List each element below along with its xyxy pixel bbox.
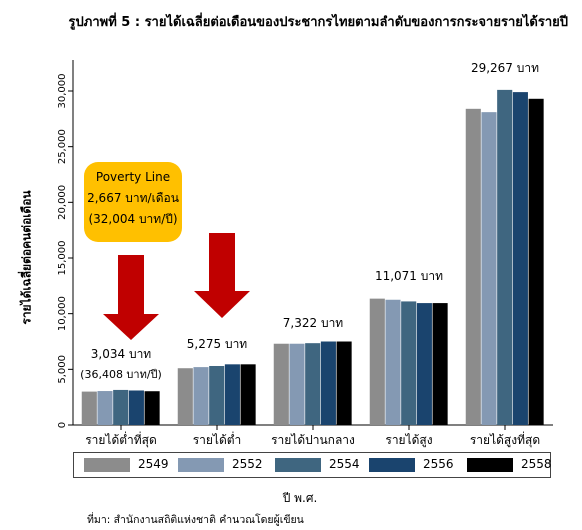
bar xyxy=(528,98,544,425)
y-tick-label: 20,000 xyxy=(57,185,68,220)
bar xyxy=(240,364,256,425)
x-tick-label: รายได้ต่ำที่สุด xyxy=(85,431,157,448)
legend: 2549 2552 2554 2556 2558 xyxy=(73,452,552,478)
arrows xyxy=(103,233,250,340)
legend-label: 2554 xyxy=(329,457,360,471)
legend-label: 2549 xyxy=(138,457,169,471)
down-arrow-lowest xyxy=(103,255,159,340)
bar xyxy=(512,92,528,425)
legend-label: 2558 xyxy=(521,457,552,471)
poverty-line-title: Poverty Line xyxy=(95,170,171,184)
y-tick-label: 25,000 xyxy=(57,129,68,164)
bar xyxy=(209,365,225,425)
bar xyxy=(193,367,209,425)
bar xyxy=(416,303,432,425)
bar xyxy=(97,391,113,425)
chart-annotations: 3,034 บาท (36,408 บาท/ปี) 5,275 บาท 7,322 บ… xyxy=(80,61,539,381)
legend-swatch xyxy=(467,458,513,472)
bar xyxy=(273,343,289,425)
x-axis-label: ปี พ.ศ. xyxy=(282,491,318,505)
bar xyxy=(177,368,193,425)
x-tick-label: รายได้ต่ำ xyxy=(193,431,242,447)
bar xyxy=(369,298,385,425)
y-axis-label: รายได้เฉลี่ยต่อคนต่อเดือน xyxy=(19,190,34,325)
value-annotation: 7,322 บาท xyxy=(283,316,344,330)
bar xyxy=(336,341,352,425)
bar xyxy=(320,341,336,425)
bar xyxy=(385,299,401,425)
bar xyxy=(144,391,160,425)
y-tick-label: 10,000 xyxy=(57,296,68,331)
bar xyxy=(224,364,240,425)
value-annotation: 11,071 บาท xyxy=(375,269,443,283)
source-note: ที่มา: สำนักงานสถิติแห่งชาติ คำนวณโดยผู้… xyxy=(87,514,304,526)
bar xyxy=(401,301,417,425)
y-tick-label: 0 xyxy=(57,422,68,428)
bar xyxy=(81,391,97,425)
y-tick-label: 5,000 xyxy=(57,355,68,384)
down-arrow-low xyxy=(194,233,250,318)
bar xyxy=(497,89,513,426)
bar xyxy=(305,343,321,425)
x-tick-label: รายได้ปานกลาง xyxy=(271,433,355,447)
poverty-line-callout: Poverty Line 2,667 บาท/เดือน (32,004 บาท… xyxy=(84,162,182,242)
legend-swatch xyxy=(275,458,321,472)
value-annotation: 5,275 บาท xyxy=(187,337,248,351)
chart-bars xyxy=(81,89,544,426)
legend-label: 2552 xyxy=(232,457,263,471)
value-annotation: 3,034 บาท xyxy=(91,347,152,361)
y-tick-label: 15,000 xyxy=(57,241,68,276)
bar xyxy=(128,390,144,425)
legend-swatch xyxy=(178,458,224,472)
bar xyxy=(432,303,448,425)
legend-swatch xyxy=(84,458,130,472)
x-tick-label: รายได้สูง xyxy=(385,433,432,448)
chart-axes: 0 5,000 10,000 15,000 20,000 25,000 30,000 รายไ… xyxy=(57,60,553,448)
bar xyxy=(481,112,497,426)
poverty-line-monthly: 2,667 บาท/เดือน xyxy=(87,191,179,205)
legend-label: 2556 xyxy=(423,457,454,471)
value-annotation-sub: (36,408 บาท/ปี) xyxy=(80,368,162,381)
x-tick-label: รายได้สูงที่สุด xyxy=(470,431,540,448)
legend-swatch xyxy=(369,458,415,472)
y-tick-label: 30,000 xyxy=(57,74,68,109)
value-annotation: 29,267 บาท xyxy=(471,61,539,75)
chart-title: รูปภาพที่ 5 : รายได้เฉลี่ยต่อเดือนของประ… xyxy=(68,15,568,30)
bar xyxy=(289,343,305,425)
bar xyxy=(465,108,481,426)
poverty-line-yearly: (32,004 บาท/ปี) xyxy=(88,212,178,226)
bar xyxy=(113,389,129,425)
